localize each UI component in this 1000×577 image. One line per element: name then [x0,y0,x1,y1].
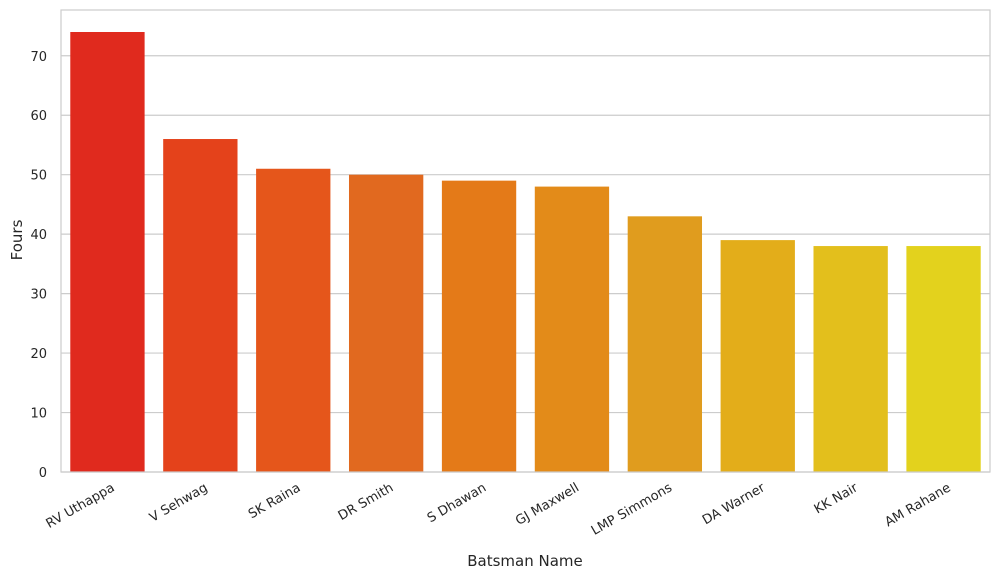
x-tick-label: RV Uthappa [44,480,118,531]
bar-s-dhawan [441,180,517,472]
y-tick-label: 0 [39,466,47,481]
y-tick-label: 20 [30,347,47,362]
x-tick-label: AM Rahane [882,480,953,530]
bar-da-warner [720,240,795,472]
x-tick-label: V Sehwag [147,480,210,525]
bar-sk-raina [256,168,331,472]
y-tick-label: 30 [30,288,47,303]
y-tick-labels: 0 10 20 30 40 50 60 70 [30,50,47,481]
bar-v-sehwag [163,139,238,472]
x-axis-title: Batsman Name [467,552,583,570]
y-tick-label: 50 [30,169,47,184]
x-tick-labels: RV Uthappa V Sehwag SK Raina DR Smith S Dhaw… [44,480,954,539]
y-tick-label: 10 [30,407,47,422]
x-tick-label: GJ Maxwell [513,480,582,528]
bar-am-rahane [906,246,981,472]
bar-rv-uthappa [70,32,145,472]
bar-kk-nair [813,246,888,472]
bar-gj-maxwell [534,186,610,472]
x-tick-label: SK Raina [246,480,303,522]
y-tick-label: 60 [30,109,47,124]
bars [70,32,981,472]
x-tick-label: KK Nair [812,480,861,517]
x-tick-label: LMP Simmons [589,480,675,538]
bar-lmp-simmons [627,216,703,472]
bar-dr-smith [348,174,424,472]
x-tick-label: DR Smith [336,480,396,524]
y-tick-label: 70 [30,50,47,65]
y-tick-label: 40 [30,228,47,243]
plot-frame [60,9,991,473]
y-axis-title: Fours [8,219,26,260]
x-tick-label: DA Warner [700,480,768,528]
x-tick-label: S Dhawan [425,480,489,526]
